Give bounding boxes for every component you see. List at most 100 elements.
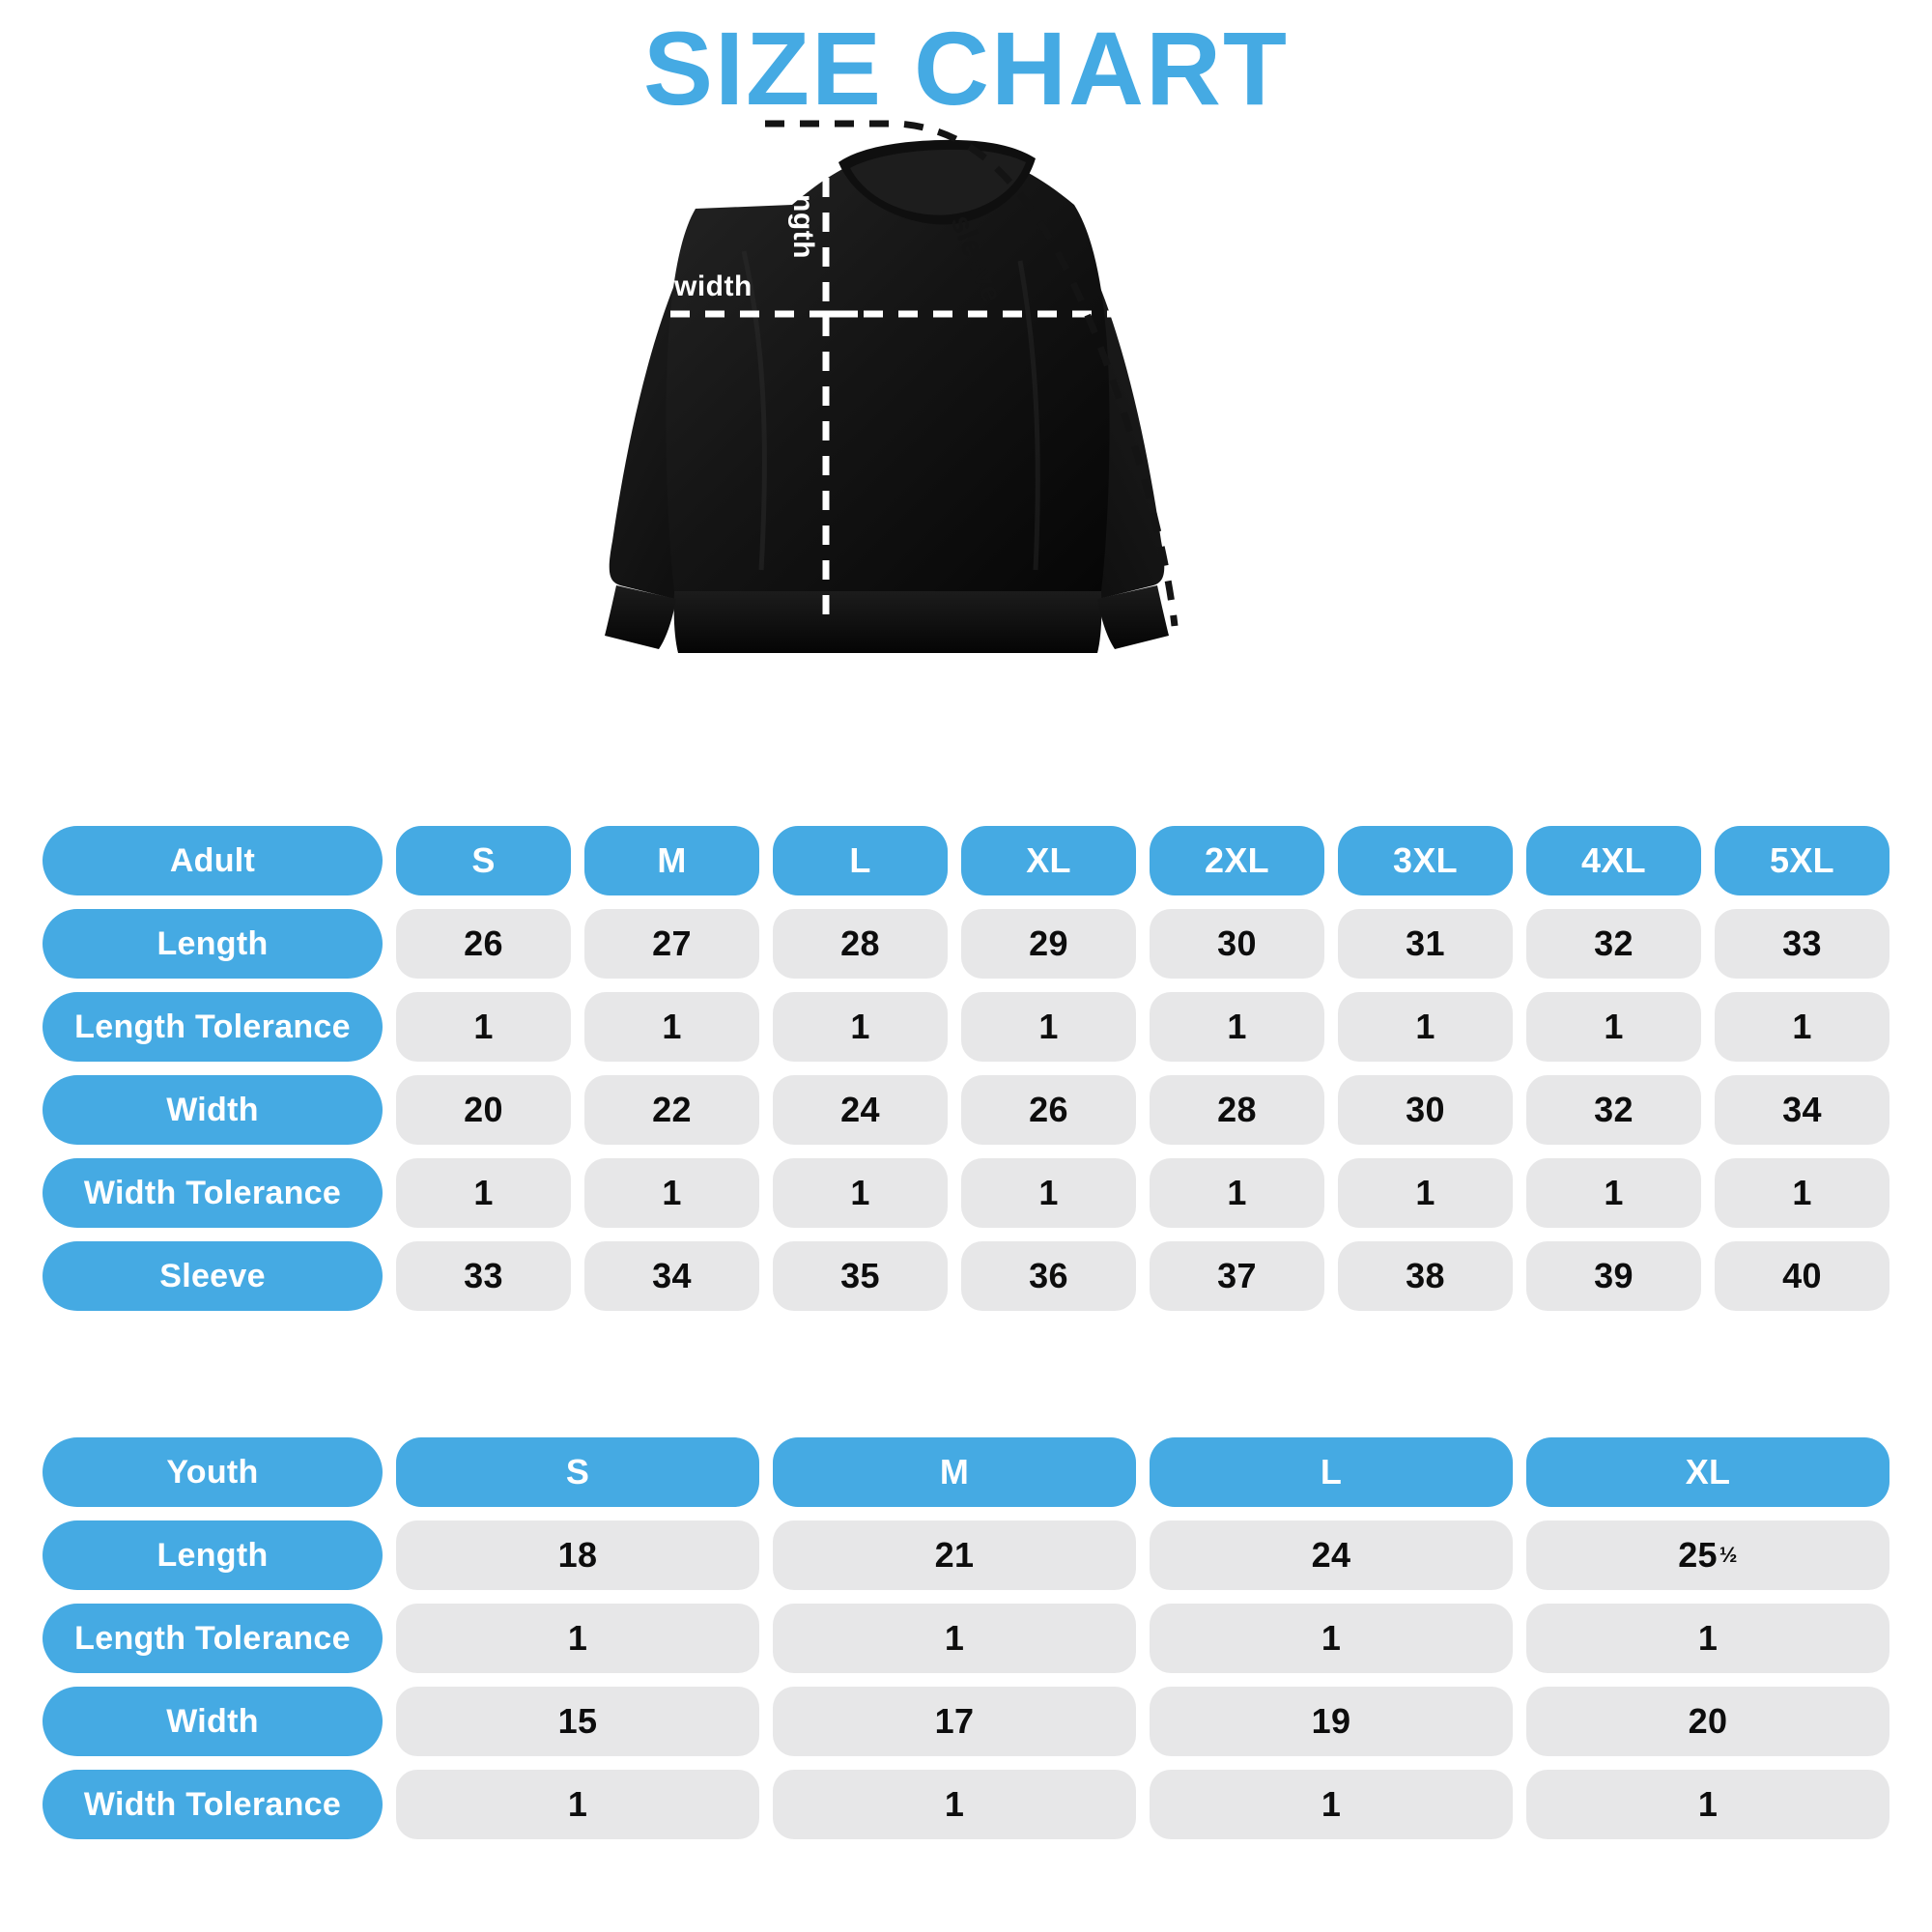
table-cell: 30 xyxy=(1338,1075,1513,1145)
table-cell: 28 xyxy=(773,909,948,979)
table-cell: 1 xyxy=(1150,1604,1513,1673)
collar-inner xyxy=(850,149,1026,215)
table-cell: 1 xyxy=(396,1158,571,1228)
adult-size-header[interactable]: 2XL xyxy=(1150,826,1324,895)
adult-size-headers: S M L XL 2XL 3XL 4XL 5XL xyxy=(396,826,1889,895)
garment-diagram: width length sleeve xyxy=(599,116,1372,792)
youth-size-header[interactable]: M xyxy=(773,1437,1136,1507)
adult-size-header[interactable]: L xyxy=(773,826,948,895)
table-cell: 1 xyxy=(584,1158,759,1228)
table-cell: 38 xyxy=(1338,1241,1513,1311)
table-cell: 31 xyxy=(1338,909,1513,979)
youth-size-header[interactable]: XL xyxy=(1526,1437,1889,1507)
table-cell: 20 xyxy=(1526,1687,1889,1756)
table-cell: 28 xyxy=(1150,1075,1324,1145)
table-cell: 32 xyxy=(1526,1075,1701,1145)
row-values: 15 17 19 20 xyxy=(396,1687,1889,1756)
table-cell: 17 xyxy=(773,1687,1136,1756)
youth-header-row: Youth S M L XL xyxy=(43,1437,1889,1507)
table-cell: 1 xyxy=(396,992,571,1062)
row-values: 33 34 35 36 37 38 39 40 xyxy=(396,1241,1889,1311)
adult-size-header[interactable]: XL xyxy=(961,826,1136,895)
sleeve-dash xyxy=(765,120,1179,627)
table-row: Width Tolerance 1 1 1 1 1 1 1 1 xyxy=(43,1158,1889,1228)
table-cell: 1 xyxy=(773,1770,1136,1839)
table-cell: 1 xyxy=(1526,1770,1889,1839)
youth-size-header[interactable]: S xyxy=(396,1437,759,1507)
table-cell: 1 xyxy=(1526,992,1701,1062)
row-values: 26 27 28 29 30 31 32 33 xyxy=(396,909,1889,979)
youth-size-table: Youth S M L XL Length 18 21 24 25 ½ Lengt… xyxy=(43,1437,1889,1839)
table-row: Width 20 22 24 26 28 30 32 34 xyxy=(43,1075,1889,1145)
adult-header-row: Adult S M L XL 2XL 3XL 4XL 5XL xyxy=(43,826,1889,895)
table-cell: 1 xyxy=(396,1604,759,1673)
row-label: Width xyxy=(43,1687,383,1756)
table-cell: 40 xyxy=(1715,1241,1889,1311)
table-cell: 30 xyxy=(1150,909,1324,979)
adult-group-label: Adult xyxy=(43,826,383,895)
row-values: 1 1 1 1 1 1 1 1 xyxy=(396,992,1889,1062)
table-cell: 24 xyxy=(773,1075,948,1145)
fabric-fold-left xyxy=(741,250,767,571)
table-cell: 35 xyxy=(773,1241,948,1311)
row-label: Width xyxy=(43,1075,383,1145)
table-cell: 1 xyxy=(961,992,1136,1062)
adult-size-table: Adult S M L XL 2XL 3XL 4XL 5XL Length 26… xyxy=(43,826,1889,1311)
table-cell: 22 xyxy=(584,1075,759,1145)
table-cell: 20 xyxy=(396,1075,571,1145)
youth-size-header[interactable]: L xyxy=(1150,1437,1513,1507)
table-row: Width Tolerance 1 1 1 1 xyxy=(43,1770,1889,1839)
length-label: length xyxy=(787,169,819,259)
row-label: Length Tolerance xyxy=(43,1604,383,1673)
table-cell: 1 xyxy=(396,1770,759,1839)
row-label: Width Tolerance xyxy=(43,1158,383,1228)
table-cell: 33 xyxy=(396,1241,571,1311)
table-row: Length Tolerance 1 1 1 1 xyxy=(43,1604,1889,1673)
row-values: 18 21 24 25 ½ xyxy=(396,1520,1889,1590)
table-cell: 36 xyxy=(961,1241,1136,1311)
row-label: Length xyxy=(43,1520,383,1590)
youth-group-label: Youth xyxy=(43,1437,383,1507)
table-cell: 27 xyxy=(584,909,759,979)
table-row: Width 15 17 19 20 xyxy=(43,1687,1889,1756)
adult-size-header[interactable]: M xyxy=(584,826,759,895)
adult-size-header[interactable]: 3XL xyxy=(1338,826,1513,895)
row-values: 1 1 1 1 1 1 1 1 xyxy=(396,1158,1889,1228)
table-cell: 1 xyxy=(1150,992,1324,1062)
adult-size-header[interactable]: S xyxy=(396,826,571,895)
table-cell: 26 xyxy=(396,909,571,979)
table-cell: 1 xyxy=(1150,1770,1513,1839)
table-cell: 25 ½ xyxy=(1526,1520,1889,1590)
table-row: Sleeve 33 34 35 36 37 38 39 40 xyxy=(43,1241,1889,1311)
row-values: 1 1 1 1 xyxy=(396,1604,1889,1673)
table-cell: 33 xyxy=(1715,909,1889,979)
row-values: 1 1 1 1 xyxy=(396,1770,1889,1839)
table-row: Length Tolerance 1 1 1 1 1 1 1 1 xyxy=(43,992,1889,1062)
table-cell: 1 xyxy=(584,992,759,1062)
table-cell: 1 xyxy=(961,1158,1136,1228)
adult-size-header[interactable]: 5XL xyxy=(1715,826,1889,895)
fabric-fold-right xyxy=(1017,260,1040,571)
table-cell: 26 xyxy=(961,1075,1136,1145)
row-values: 20 22 24 26 28 30 32 34 xyxy=(396,1075,1889,1145)
row-label: Length Tolerance xyxy=(43,992,383,1062)
table-cell: 18 xyxy=(396,1520,759,1590)
youth-size-headers: S M L XL xyxy=(396,1437,1889,1507)
table-cell: 37 xyxy=(1150,1241,1324,1311)
table-cell: 19 xyxy=(1150,1687,1513,1756)
table-row: Length 26 27 28 29 30 31 32 33 xyxy=(43,909,1889,979)
table-cell: 24 xyxy=(1150,1520,1513,1590)
adult-size-header[interactable]: 4XL xyxy=(1526,826,1701,895)
table-cell: 34 xyxy=(584,1241,759,1311)
table-cell: 1 xyxy=(1715,1158,1889,1228)
table-cell: 1 xyxy=(773,992,948,1062)
table-row: Length 18 21 24 25 ½ xyxy=(43,1520,1889,1590)
right-cuff xyxy=(1097,585,1169,649)
table-cell: 29 xyxy=(961,909,1136,979)
table-cell: 32 xyxy=(1526,909,1701,979)
table-cell: 1 xyxy=(1526,1604,1889,1673)
table-cell: 34 xyxy=(1715,1075,1889,1145)
table-cell: 1 xyxy=(1150,1158,1324,1228)
table-cell: 39 xyxy=(1526,1241,1701,1311)
